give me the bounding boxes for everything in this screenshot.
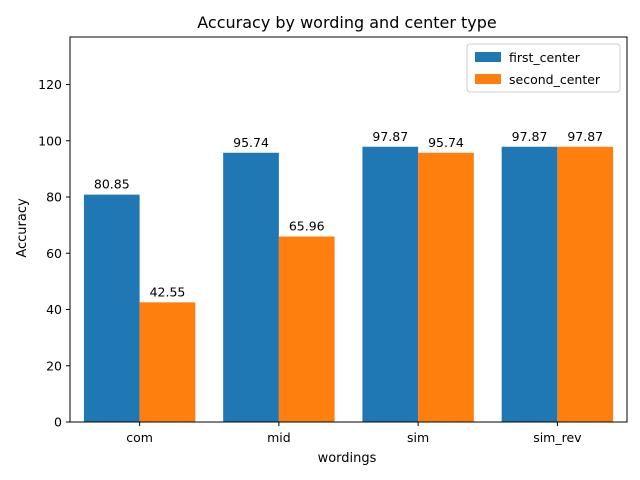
data-label-first_center-sim: 97.87: [372, 129, 408, 144]
y-tick-label-40: 40: [46, 302, 62, 317]
bar-second_center-sim: [418, 152, 474, 422]
legend-box: [466, 43, 621, 93]
x-tick-label-mid: mid: [267, 430, 291, 445]
chart-title: Accuracy by wording and center type: [197, 13, 497, 32]
bar-second_center-mid: [278, 236, 335, 422]
data-labels-group: 80.85 42.55 95.74 65.96 97.87 95.74 97.87 97.87: [94, 129, 603, 300]
y-tick-label-120: 120: [38, 77, 62, 92]
x-tick-label-sim_rev: sim_rev: [533, 430, 582, 445]
legend-swatch-first_center: [475, 52, 501, 62]
bar-second_center-sim_rev: [557, 146, 614, 422]
y-tick-label-100: 100: [38, 133, 62, 148]
y-axis-label: Accuracy: [15, 198, 30, 258]
x-axis-label: wordings: [318, 451, 377, 466]
legend-swatch-second_center: [475, 74, 501, 84]
data-label-first_center-com: 80.85: [94, 177, 130, 192]
bar-first_center-sim: [362, 146, 419, 422]
x-tick-label-sim: sim: [407, 430, 429, 445]
bar-first_center-sim_rev: [501, 146, 558, 422]
data-label-first_center-sim_rev: 97.87: [512, 129, 548, 144]
data-label-first_center-mid: 95.74: [233, 135, 269, 150]
y-tick-label-0: 0: [54, 415, 62, 430]
legend-label-second_center: second_center: [509, 72, 601, 87]
x-axis: com mid sim sim_rev: [126, 422, 582, 445]
data-label-second_center-mid: 65.96: [289, 219, 325, 234]
y-tick-label-60: 60: [46, 246, 62, 261]
data-label-second_center-com: 42.55: [150, 284, 186, 299]
bar-second_center-com: [139, 302, 196, 422]
x-tick-label-com: com: [126, 430, 153, 445]
legend-label-first_center: first_center: [509, 50, 581, 65]
y-tick-label-80: 80: [46, 190, 62, 205]
bar-first_center-com: [83, 194, 140, 422]
y-tick-label-20: 20: [46, 358, 62, 373]
bars-group: [83, 146, 614, 422]
data-label-second_center-sim: 95.74: [428, 135, 464, 150]
y-axis: 0 20 40 60 80 100 120: [38, 77, 70, 430]
bar-first_center-mid: [223, 152, 279, 422]
data-label-second_center-sim_rev: 97.87: [567, 129, 603, 144]
plot-frame: [69, 36, 628, 423]
legend: first_center second_center: [466, 43, 621, 93]
